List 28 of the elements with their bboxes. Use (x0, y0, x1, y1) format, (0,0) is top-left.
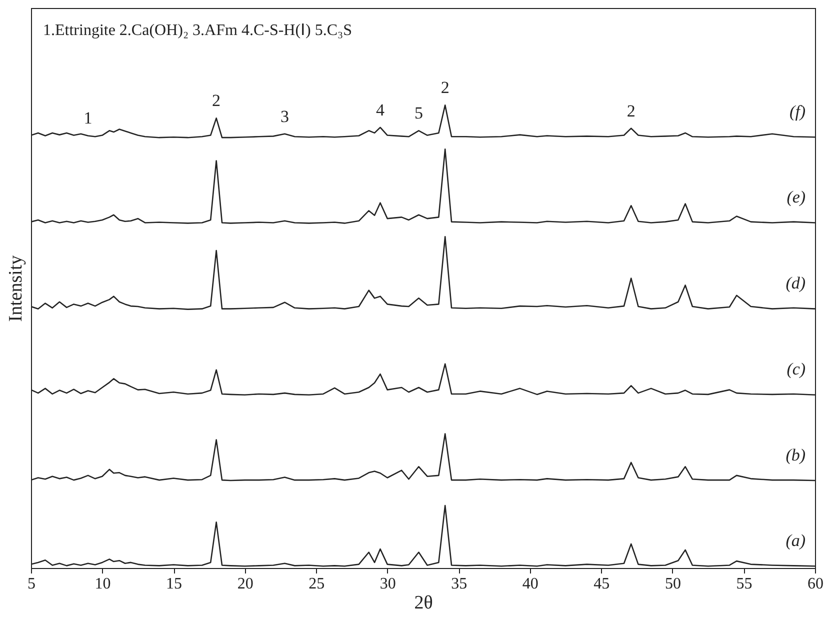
annotation: 2 (212, 91, 221, 110)
series-label: (f) (790, 102, 806, 121)
x-tick-label: 45 (594, 576, 610, 592)
series-label: (b) (786, 445, 806, 464)
annotation: 1 (84, 108, 92, 128)
annotation: 3 (280, 106, 289, 126)
x-tick-label: 10 (94, 576, 111, 592)
x-tick-label: 55 (736, 576, 752, 592)
x-tick-label: 25 (308, 576, 325, 592)
x-tick-label: 60 (808, 576, 824, 592)
series-label: (a) (786, 530, 806, 550)
x-tick-label: 20 (237, 576, 254, 592)
x-tick-label: 35 (451, 576, 468, 592)
annotation: 2 (626, 101, 636, 120)
annotation: 4 (376, 100, 385, 120)
x-tick-label: 15 (166, 576, 182, 592)
y-axis-title: Intensity (6, 254, 26, 322)
x-tick-label: 50 (664, 576, 681, 592)
series-label: (e) (786, 188, 806, 207)
annotation: 5 (414, 104, 423, 123)
x-tick-label: 40 (522, 576, 538, 592)
series-label: (c) (786, 360, 806, 379)
annotation: 2 (440, 78, 450, 98)
x-tick-label: 30 (380, 576, 396, 592)
series-label: (d) (786, 274, 806, 293)
x-axis-title: 2θ (414, 592, 433, 614)
x-tick-label: 5 (28, 576, 36, 592)
text: 1.Ettringite 2.Ca(OH)₂ 3.AFm 4.C-S-H(Ⅰ) 5.C₃S (43, 22, 352, 39)
